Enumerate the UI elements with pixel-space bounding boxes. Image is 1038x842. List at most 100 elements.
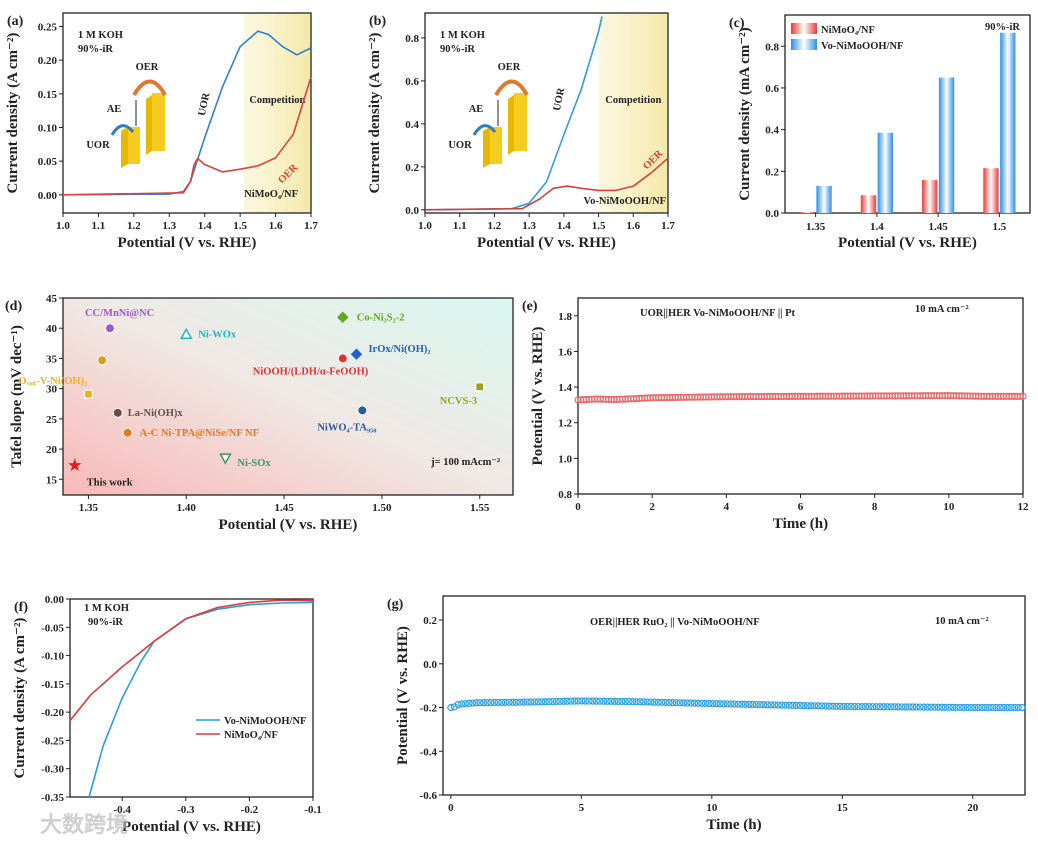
x-tick-label: -0.3 xyxy=(177,804,195,816)
x-tick-label: 8 xyxy=(872,501,878,513)
y-tick-label: 0.8 xyxy=(558,489,572,501)
x-tick-label: 1.7 xyxy=(661,220,675,232)
data-marker xyxy=(498,698,506,707)
x-tick-label: 1.45 xyxy=(274,502,294,514)
data-marker xyxy=(963,703,971,712)
data-marker xyxy=(894,703,902,711)
y-tick-label: 45 xyxy=(46,293,58,305)
data-marker xyxy=(800,701,808,710)
y-tick-label: 0.2 xyxy=(765,166,779,178)
data-marker xyxy=(534,698,542,706)
annotation: 90%-iR xyxy=(985,22,1020,33)
x-tick-label: 10 xyxy=(706,802,718,814)
competition-region xyxy=(598,13,668,213)
annotation: 1 M KOH xyxy=(440,30,485,41)
y-tick-label: 0.8 xyxy=(405,33,419,45)
data-marker xyxy=(469,699,477,707)
data-marker xyxy=(803,702,811,710)
data-marker xyxy=(661,698,670,707)
point-label: NiOOH/(LDH/α-FeOOH) xyxy=(253,366,369,377)
y-tick-label: 0.10 xyxy=(38,122,58,134)
axes-frame xyxy=(69,598,314,798)
data-marker xyxy=(629,698,637,706)
data-marker xyxy=(621,697,630,706)
y-tick-label: 35 xyxy=(46,353,58,365)
point-label: A-C Ni-TPA@NiSe/NF NF xyxy=(140,428,259,439)
data-marker xyxy=(861,703,870,711)
data-marker xyxy=(945,703,953,711)
y-axis-label: Current density (A cm⁻²) xyxy=(5,33,21,194)
data-marker xyxy=(807,702,815,710)
data-marker xyxy=(967,703,975,712)
data-marker xyxy=(585,697,593,705)
data-marker xyxy=(458,700,466,708)
triangle-down-marker xyxy=(219,453,232,465)
data-marker xyxy=(1016,392,1024,400)
axes-frame xyxy=(442,595,1026,796)
y-tick-label: 1.2 xyxy=(558,418,572,430)
annotation: 1 M KOH xyxy=(84,603,129,614)
y-tick-label: 20 xyxy=(46,444,58,456)
data-marker xyxy=(563,697,571,705)
competition-label: Competition xyxy=(605,95,661,106)
data-marker xyxy=(909,703,917,711)
annotation: 90%-iR xyxy=(78,44,113,55)
data-marker xyxy=(596,697,604,705)
data-marker xyxy=(472,699,480,707)
data-marker xyxy=(483,698,491,707)
uor-electrode-plate xyxy=(490,127,502,164)
annotation: UOR xyxy=(197,92,213,118)
diamond-marker xyxy=(350,348,363,360)
data-marker xyxy=(694,699,702,707)
x-tick-label: 12 xyxy=(1018,501,1030,513)
data-marker xyxy=(450,703,459,711)
axes-frame xyxy=(62,297,514,496)
x-tick-label: 10 xyxy=(943,501,955,513)
y-tick-label: 0.15 xyxy=(38,89,58,101)
data-marker xyxy=(549,697,557,706)
inset-label: OER xyxy=(136,62,159,73)
data-marker xyxy=(912,703,921,711)
bar-nimoo4-1.35 xyxy=(799,211,815,213)
annotation: UOR||HER Vo-NiMoOOH/NF || Pt xyxy=(640,308,795,319)
data-marker xyxy=(734,700,742,708)
point-label: This work xyxy=(87,477,133,488)
annotation: OER||HER RuO₂ || Vo-NiMoOOH/NF xyxy=(590,617,760,628)
point-label: CC/MnNi@NC xyxy=(85,308,154,319)
series-line-0 xyxy=(62,30,312,196)
x-tick-label: 1.55 xyxy=(470,502,490,514)
data-marker xyxy=(741,700,750,708)
y-tick-label: -0.15 xyxy=(41,679,64,691)
data-marker xyxy=(523,698,531,706)
panel-b: Competition 1.0 1.1 1.2 1.3 1.4 1.5 1.6 1.7 0.0 0.… xyxy=(367,12,675,251)
bar-vo-nimoooh-1.45 xyxy=(938,77,955,214)
data-marker xyxy=(778,701,786,709)
oer-electrode-plate xyxy=(146,95,152,155)
data-marker xyxy=(905,703,913,711)
data-marker xyxy=(607,697,615,705)
circle-marker xyxy=(112,407,123,418)
y-axis-label: Current density (A cm⁻²) xyxy=(12,618,28,779)
data-marker xyxy=(516,698,524,706)
data-marker xyxy=(650,698,659,706)
point-label: NiWO₄-TA₉₅₀ xyxy=(317,422,376,433)
circle-marker xyxy=(122,427,133,438)
bar-vo-nimoooh-1.4 xyxy=(877,132,893,213)
annotation: 10 mA cm⁻² xyxy=(915,304,969,315)
y-tick-label: 0.00 xyxy=(38,190,58,202)
annotation: NiMoO₄/NF xyxy=(244,189,298,200)
data-marker xyxy=(556,697,564,706)
x-tick-label: 1.4 xyxy=(557,220,571,232)
data-marker xyxy=(883,703,891,711)
y-tick-label: 25 xyxy=(46,414,58,426)
data-marker xyxy=(923,703,931,711)
data-marker xyxy=(509,698,517,706)
x-tick-label: 1.45 xyxy=(929,221,949,233)
x-tick-label: 2 xyxy=(649,501,655,513)
x-tick-label: 1.2 xyxy=(488,220,502,232)
square-marker xyxy=(475,382,485,392)
data-marker xyxy=(625,697,633,706)
x-tick-label: 1.5 xyxy=(592,220,606,232)
data-marker xyxy=(669,699,677,707)
axes-frame xyxy=(424,12,669,214)
